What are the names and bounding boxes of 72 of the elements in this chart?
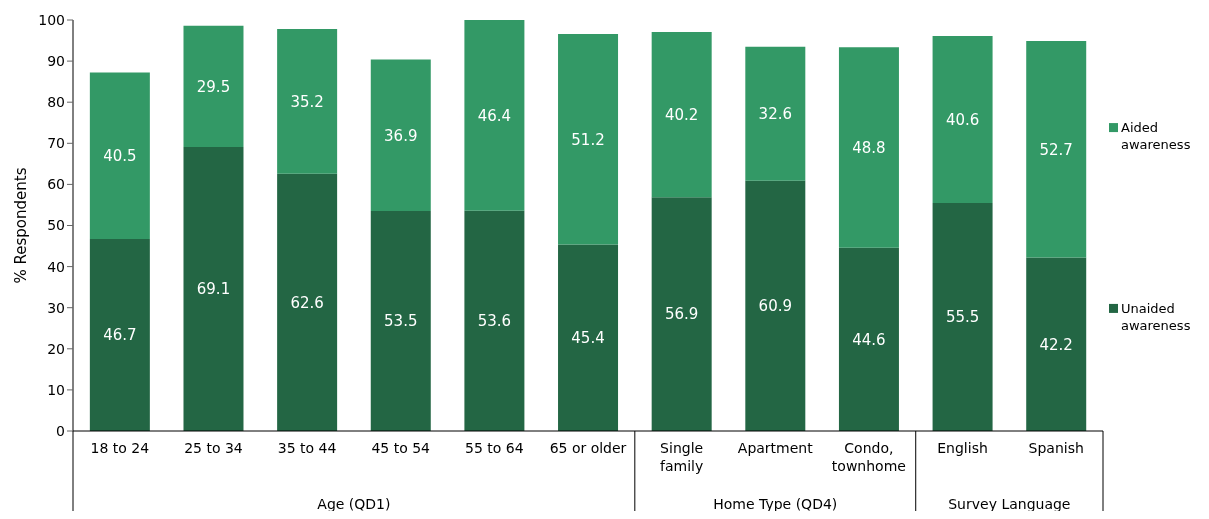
bar xyxy=(651,197,712,431)
data-label: 55.5 xyxy=(945,308,980,327)
text: Survey Language xyxy=(948,496,1071,512)
x-tick-label: Single family xyxy=(660,440,704,474)
y-tick-label: 40 xyxy=(47,258,65,275)
bar xyxy=(183,147,244,431)
data-label: 42.2 xyxy=(1039,335,1073,354)
x-tick-label: 18 to 24 xyxy=(90,440,150,456)
y-tick-label: 30 xyxy=(47,299,65,316)
y-axis-title: % Respondents xyxy=(12,167,31,284)
bar xyxy=(558,33,619,245)
bar xyxy=(745,46,806,181)
data-label: 46.4 xyxy=(477,106,512,125)
data-label: 53.6 xyxy=(477,312,512,331)
bar xyxy=(932,202,993,431)
bar xyxy=(745,180,806,431)
bar xyxy=(651,31,712,198)
x-tick-label: Condo, townhome xyxy=(831,440,906,474)
data-label: 32.6 xyxy=(758,105,793,124)
data-label: 44.6 xyxy=(852,330,886,349)
data-label: 48.8 xyxy=(852,138,886,157)
bar xyxy=(277,29,338,174)
bar xyxy=(464,210,525,431)
x-tick-label: 55 to 64 xyxy=(465,440,524,456)
bar xyxy=(183,25,244,147)
bar xyxy=(277,173,338,431)
y-tick-label: 80 xyxy=(47,94,65,111)
y-tick-label: 10 xyxy=(47,381,65,398)
bar xyxy=(838,47,899,248)
bar xyxy=(838,247,899,431)
x-tick-label: Spanish xyxy=(1028,440,1084,456)
y-tick-label: 60 xyxy=(47,176,65,193)
data-label: 46.7 xyxy=(103,326,137,345)
bar xyxy=(89,239,150,431)
bar xyxy=(464,20,525,211)
y-tick-label: 0 xyxy=(56,422,65,439)
data-label: 40.2 xyxy=(664,105,699,124)
data-label: 56.9 xyxy=(664,305,699,324)
bar xyxy=(1026,40,1087,258)
x-tick-label: 35 to 44 xyxy=(277,440,337,456)
y-tick-label: 90 xyxy=(47,53,65,70)
x-tick-label: 25 to 34 xyxy=(184,440,243,456)
text: Home Type (QD4) xyxy=(713,496,838,512)
bar xyxy=(932,36,993,203)
data-label: 29.5 xyxy=(196,77,231,96)
legend-label: Unaided awareness xyxy=(1121,300,1191,333)
legend-label: Aided awareness xyxy=(1121,120,1191,153)
bar xyxy=(1026,257,1087,431)
data-label: 40.5 xyxy=(103,147,137,166)
y-tick-label: 100 xyxy=(38,11,65,28)
data-label: 36.9 xyxy=(384,126,418,145)
x-tick-label: 65 or older xyxy=(549,440,627,456)
y-tick-label: 50 xyxy=(47,217,65,234)
data-label: 53.5 xyxy=(384,312,418,331)
data-label: 40.6 xyxy=(945,110,980,129)
data-label: 69.1 xyxy=(196,280,231,299)
text: Age (QD1) xyxy=(317,496,391,512)
data-label: 35.2 xyxy=(290,92,324,111)
bar xyxy=(370,59,431,212)
bar xyxy=(370,211,431,431)
data-label: 51.2 xyxy=(571,130,605,149)
data-label: 60.9 xyxy=(758,297,793,316)
data-label: 62.6 xyxy=(290,293,324,312)
x-tick-label: 45 to 54 xyxy=(371,440,431,456)
data-label: 52.7 xyxy=(1039,140,1073,159)
y-tick-label: 20 xyxy=(47,340,65,357)
bar xyxy=(558,244,619,431)
bar xyxy=(89,72,150,240)
y-tick-label: 70 xyxy=(47,135,65,152)
x-tick-label: English xyxy=(937,440,988,456)
x-tick-label: Apartment xyxy=(737,440,814,456)
data-label: 45.4 xyxy=(571,329,605,348)
